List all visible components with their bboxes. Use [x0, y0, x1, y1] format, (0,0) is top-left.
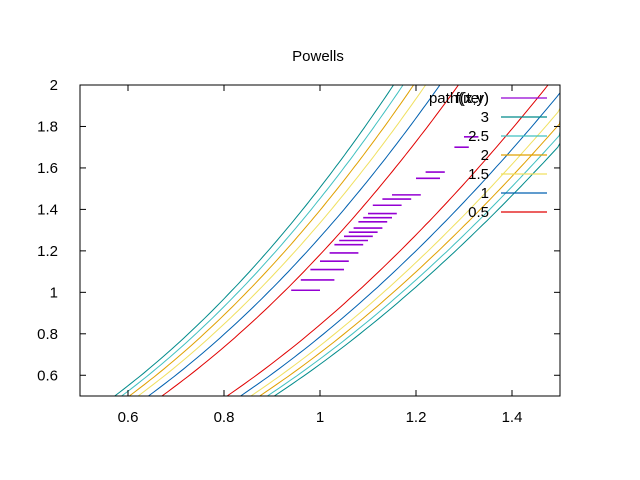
chart-title: Powells: [292, 48, 344, 65]
contour-line-2: [259, 85, 561, 397]
contour-line-1: [240, 85, 561, 397]
contour-line-1-5: [137, 84, 427, 397]
y-tick-label: 2: [50, 77, 58, 94]
contour-line-1: [148, 84, 441, 397]
x-tick-label: 0.8: [214, 409, 235, 426]
legend: path(iter)f(x,y) 3 2.5 2 1.5 1 0.5: [429, 90, 547, 221]
contour-line-2-5: [121, 84, 404, 397]
legend-label: 2: [481, 147, 489, 164]
y-tick-label: 1: [50, 284, 58, 301]
y-tick-label: 1.2: [37, 243, 58, 260]
contour-line-0-5: [226, 84, 549, 397]
y-tick-label: 0.8: [37, 326, 58, 343]
y-tick-label: 1.8: [37, 118, 58, 135]
y-tick-label: 0.6: [37, 367, 58, 384]
y-axis: 0.6 0.8 1 1.2 1.4 1.6 1.8 2: [37, 77, 560, 384]
legend-label: 0.5: [468, 204, 489, 221]
x-tick-label: 1: [316, 409, 324, 426]
x-axis: 0.6 0.8 1 1.2 1.4: [118, 85, 523, 426]
contour-line-2: [129, 84, 415, 397]
legend-label: 3: [481, 109, 489, 126]
legend-label: 1.5: [468, 166, 489, 183]
x-tick-label: 1.4: [502, 409, 523, 426]
legend-label: path(iter): [429, 90, 489, 107]
legend-label: 2.5: [468, 128, 489, 145]
legend-label: f(x,y): [456, 90, 489, 107]
contour-line-0-5: [161, 84, 459, 397]
contour-line-1-5: [250, 85, 561, 397]
x-tick-label: 1.2: [406, 409, 427, 426]
contour-line-3: [114, 84, 394, 397]
contour-line-2-5: [267, 85, 561, 397]
legend-label: 1: [481, 185, 489, 202]
iteration-path: [291, 136, 479, 292]
contour-lines: [114, 84, 561, 397]
y-tick-label: 1.4: [37, 201, 58, 218]
x-tick-label: 0.6: [118, 409, 139, 426]
y-tick-label: 1.6: [37, 160, 58, 177]
